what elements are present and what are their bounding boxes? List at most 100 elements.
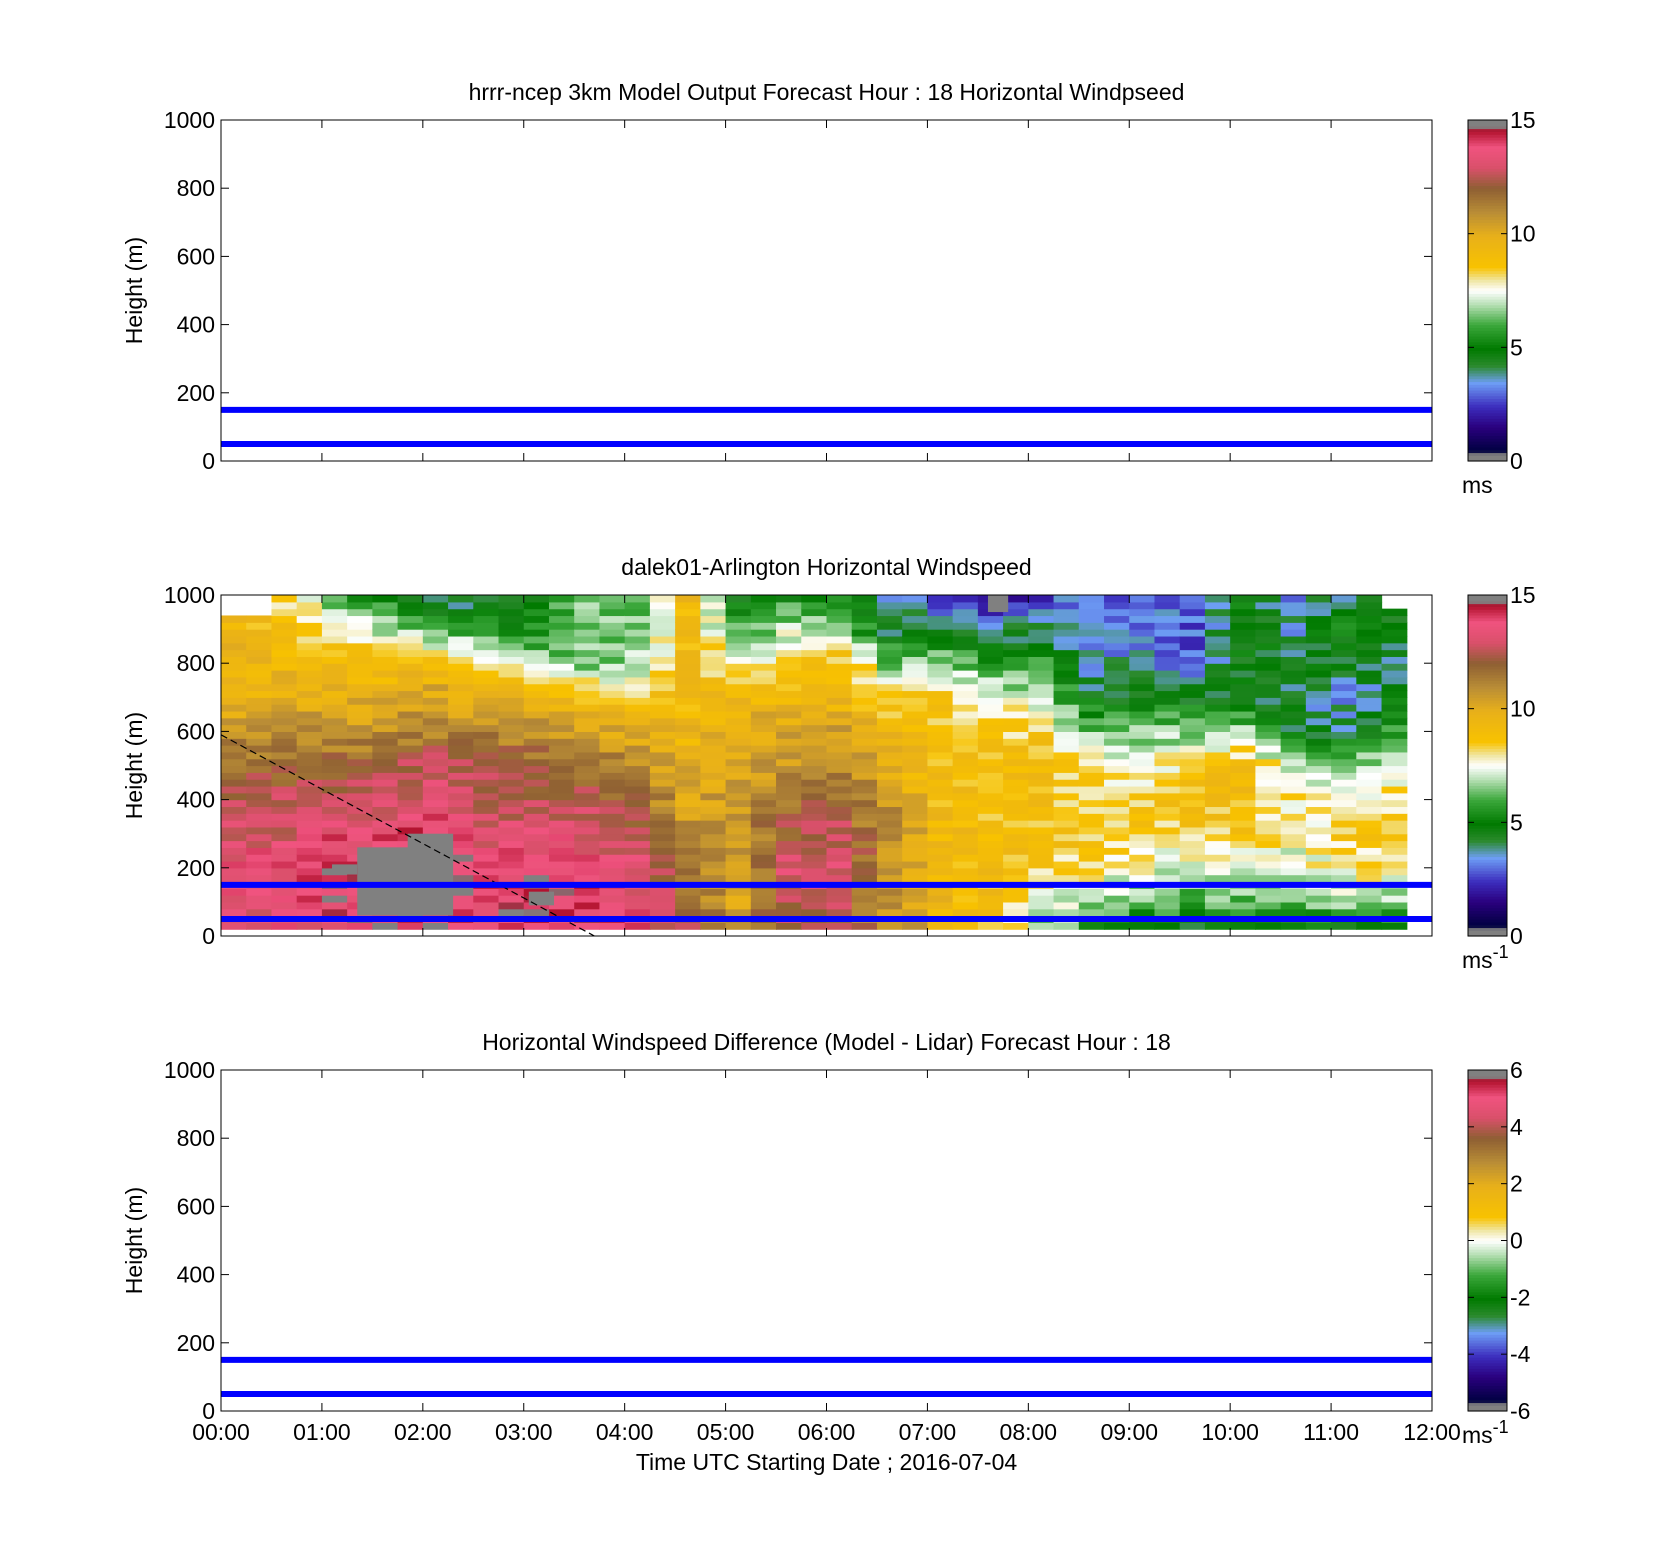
heatmap-cell: [1280, 813, 1307, 821]
heatmap-cell: [372, 649, 399, 657]
heatmap-cell: [927, 772, 954, 780]
heatmap-cell: [1003, 840, 1029, 848]
heatmap-cell: [1078, 738, 1105, 746]
heatmap-cell: [952, 622, 979, 630]
x-tick-label: 05:00: [697, 1419, 755, 1445]
heatmap-cell: [826, 629, 853, 637]
heatmap-cell: [1305, 656, 1332, 664]
heatmap-cell: [397, 765, 424, 773]
heatmap-cell: [1280, 710, 1307, 719]
heatmap-cell: [675, 813, 701, 821]
heatmap-cell: [397, 922, 424, 930]
heatmap-cell: [977, 854, 1004, 862]
heatmap-cell: [498, 704, 525, 712]
heatmap-cell: [1104, 772, 1130, 780]
panel-2: dalek01-Arlington Horizontal Windspeed02…: [121, 554, 1536, 973]
heatmap-cell: [876, 629, 903, 637]
heatmap-cell: [1179, 867, 1206, 876]
heatmap-cell: [776, 785, 802, 794]
heatmap-cell: [1104, 690, 1130, 698]
heatmap-cell: [1204, 779, 1231, 787]
heatmap-cell: [902, 840, 929, 848]
heatmap-cell: [1204, 901, 1231, 910]
heatmap-cell: [927, 779, 954, 787]
heatmap-cell: [624, 676, 651, 685]
colorbar-segment: [1468, 805, 1507, 809]
heatmap-cell: [1204, 683, 1231, 692]
heatmap-cell: [599, 683, 626, 692]
heatmap-cell: [1356, 635, 1383, 644]
heatmap-cell: [725, 690, 752, 698]
heatmap-cell: [1003, 676, 1029, 685]
y-axis-label: Height (m): [121, 237, 147, 344]
colorbar-segment: [1468, 1217, 1507, 1222]
colorbar-segment: [1468, 688, 1507, 693]
heatmap-cell: [649, 847, 676, 855]
heatmap-cell: [1331, 792, 1357, 801]
heatmap-cell: [700, 874, 727, 883]
heatmap-cell: [372, 772, 399, 780]
heatmap-cell: [876, 690, 903, 698]
heatmap-cell: [473, 813, 500, 821]
colorbar-segment: [1468, 384, 1507, 388]
heatmap-cell: [246, 874, 273, 883]
heatmap-cell: [750, 595, 777, 603]
heatmap-cell: [548, 649, 575, 657]
colorbar-segment: [1468, 1317, 1507, 1321]
colorbar-segment: [1468, 1197, 1507, 1202]
heatmap-cell: [801, 663, 828, 671]
heatmap-cell: [952, 670, 979, 678]
heatmap-cell: [1179, 724, 1206, 732]
heatmap-cell: [574, 670, 601, 678]
heatmap-cell: [1003, 635, 1029, 644]
heatmap-cell: [1381, 765, 1408, 773]
heatmap-cell: [321, 751, 348, 760]
heatmap-cell: [347, 649, 373, 657]
heatmap-cell: [1078, 901, 1105, 910]
x-tick-label: 10:00: [1201, 1419, 1259, 1445]
heatmap-cell: [422, 595, 449, 603]
colorbar-segment: [1468, 299, 1507, 303]
heatmap-cell: [675, 622, 701, 630]
heatmap-cell: [1104, 901, 1130, 910]
heatmap-cell: [221, 704, 247, 712]
heatmap-cell: [599, 847, 626, 855]
heatmap-cell: [574, 608, 601, 617]
heatmap-cell: [1381, 738, 1408, 746]
colorbar-segment: [1468, 418, 1507, 422]
heatmap-cell: [1381, 649, 1408, 657]
heatmap-cell: [750, 642, 777, 651]
heatmap-cell: [1280, 854, 1307, 862]
heatmap-cell: [1028, 806, 1055, 814]
heatmap-cell: [523, 806, 550, 814]
heatmap-cell: [1129, 833, 1156, 842]
colorbar-tick-label: 6: [1510, 1057, 1523, 1083]
heatmap-cell: [271, 704, 298, 712]
colorbar-segment: [1468, 1072, 1507, 1077]
heatmap-cell: [750, 683, 777, 692]
heatmap-cell: [221, 710, 247, 719]
colorbar-segment: [1468, 324, 1507, 329]
heatmap-cell: [624, 785, 651, 794]
heatmap-cell: [1003, 792, 1029, 801]
heatmap-cell: [902, 663, 929, 671]
heatmap-cell: [1179, 656, 1206, 664]
colorbar-segment: [1468, 1268, 1507, 1273]
colorbar-segment: [1468, 654, 1507, 659]
heatmap-cell: [574, 629, 601, 637]
heatmap-cell: [1179, 785, 1206, 794]
heatmap-cell: [801, 622, 828, 630]
colorbar-segment: [1468, 284, 1507, 289]
heatmap-cell: [246, 649, 273, 657]
colorbar-frame: [1467, 594, 1508, 937]
colorbar-segment: [1468, 768, 1507, 772]
heatmap-cell: [1053, 847, 1080, 855]
heatmap-cell: [1154, 847, 1181, 855]
heatmap-cell: [1053, 785, 1080, 794]
colorbar-tick-label: 0: [1510, 923, 1523, 949]
heatmap-cell: [422, 697, 449, 705]
heatmap-cell: [1230, 840, 1256, 848]
heatmap-cell: [1280, 670, 1307, 678]
heatmap-cell: [1331, 908, 1357, 917]
heatmap-cell: [599, 826, 626, 835]
